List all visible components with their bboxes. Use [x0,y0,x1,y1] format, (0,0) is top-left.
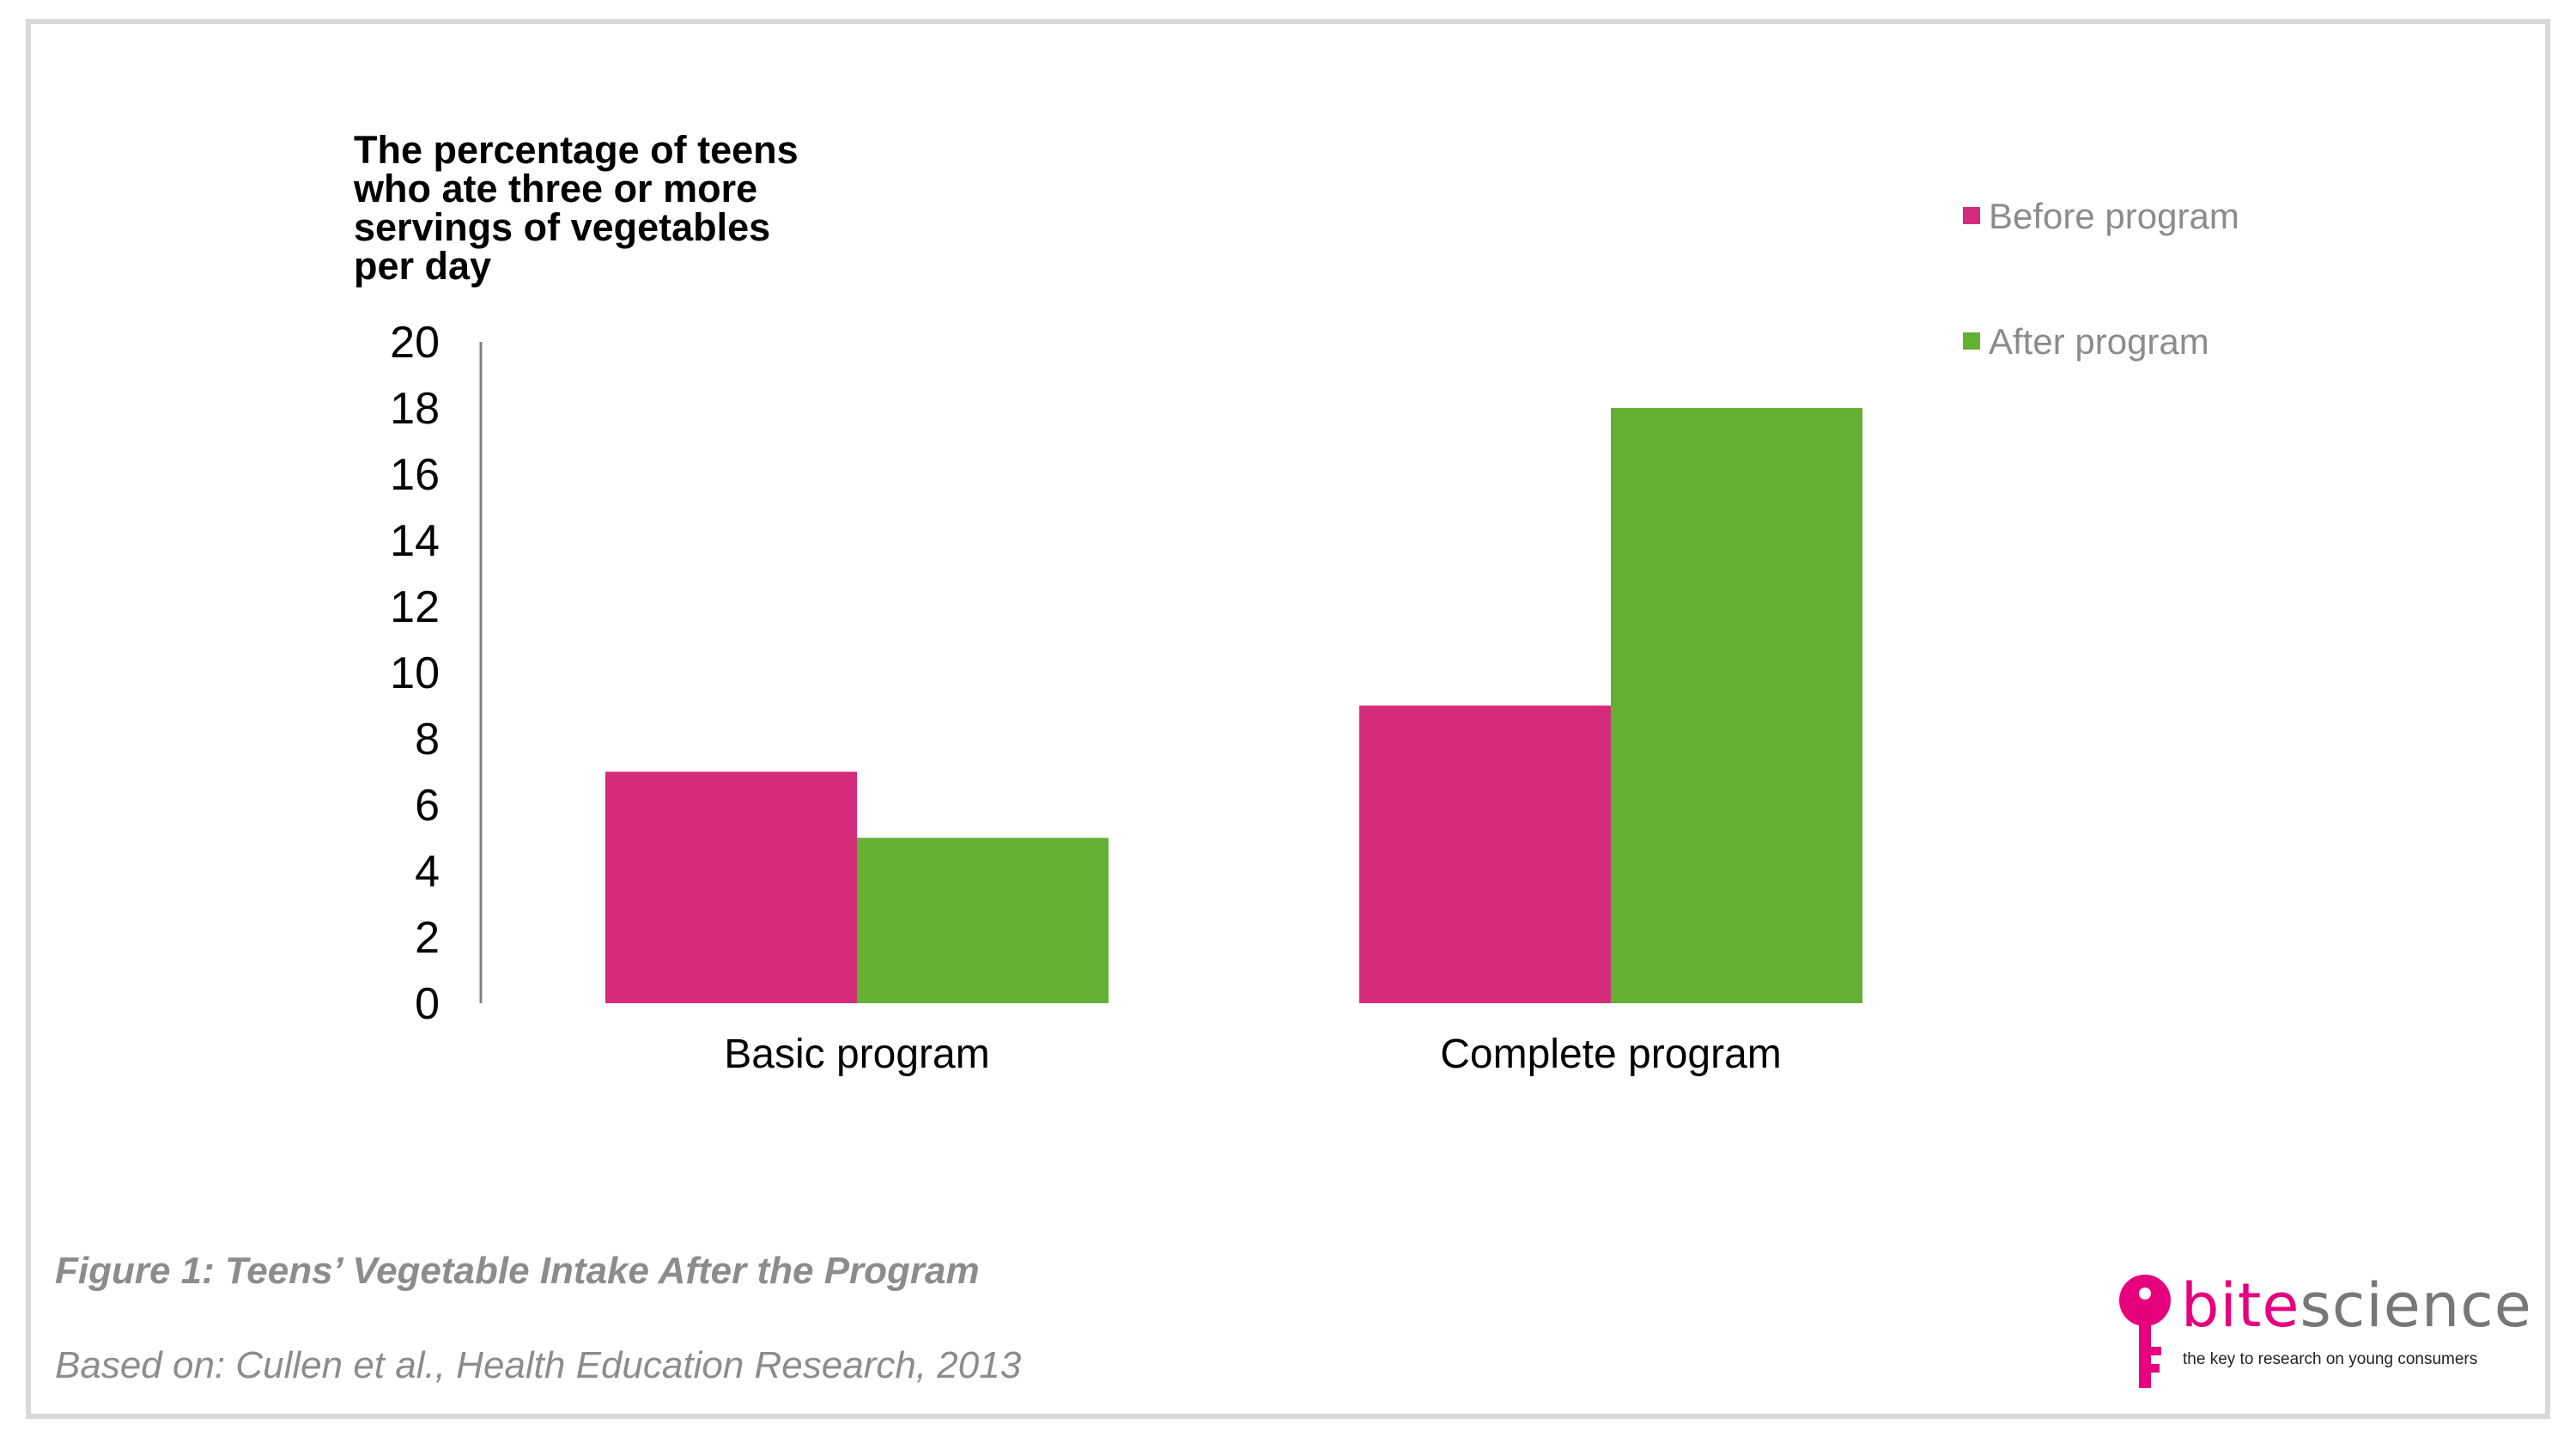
bars [605,408,1862,1003]
y-tick-label: 16 [390,450,440,500]
legend-swatch [1963,332,1980,350]
x-axis-labels: Basic program Complete program [724,1032,1781,1077]
y-tick-label: 20 [390,318,440,368]
y-tick-label: 18 [390,384,440,434]
logo-word-science: science [2300,1270,2532,1341]
y-tick-label: 0 [415,979,440,1029]
bar-after-program-complete-program [1611,408,1862,1003]
bar-before-program-complete-program [1359,705,1611,1003]
logo-wordmark: bitescience [2181,1271,2532,1340]
y-tick-label: 10 [390,648,440,698]
y-tick-label: 6 [415,781,440,831]
figure-source: Based on: Cullen et al., Health Educatio… [55,1344,1022,1386]
figure-caption: Figure 1: Teens’ Vegetable Intake After … [55,1250,980,1292]
legend-label: After program [1989,321,2209,362]
legend-swatch [1963,207,1980,224]
figure-frame [26,19,2550,1419]
legend-label: Before program [1989,196,2239,236]
y-tick-label: 2 [415,913,440,963]
bar-before-program-basic-program [605,771,857,1003]
y-axis-ticks: 0 2 4 6 8 10 12 14 16 18 20 [390,318,440,1029]
y-tick-label: 14 [390,516,440,566]
logo-word-bite: bite [2181,1270,2300,1341]
bitescience-logo: bitescience the key to research on young… [2112,1271,2542,1391]
y-tick-label: 4 [415,847,440,897]
x-category-label: Complete program [1440,1032,1782,1077]
x-category-label: Basic program [724,1032,989,1077]
y-axis-title: The percentage of teens who ate three or… [354,128,799,288]
y-tick-label: 8 [415,715,440,764]
y-tick-label: 12 [390,582,440,632]
legend: Before program After program [1963,196,2239,362]
key-icon [2119,1275,2171,1388]
bar-after-program-basic-program [857,837,1109,1003]
logo-tagline: the key to research on young consumers [2183,1350,2478,1368]
